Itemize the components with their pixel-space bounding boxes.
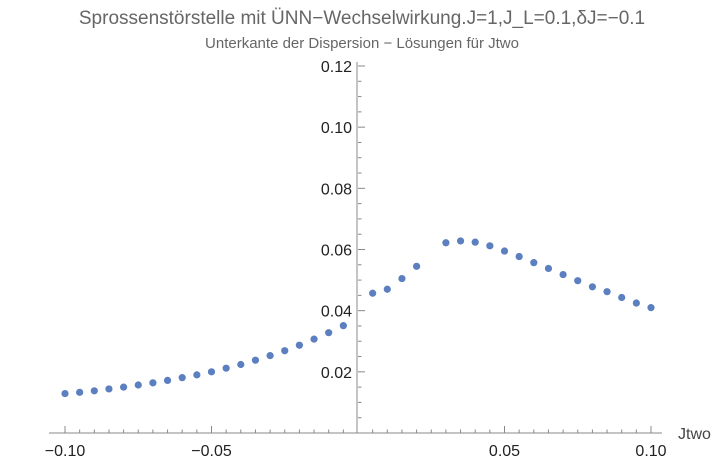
data-point [266, 352, 274, 360]
data-point [295, 341, 303, 349]
x-tick-label: −0.05 [191, 443, 232, 460]
data-point [134, 381, 142, 389]
data-point [500, 247, 509, 255]
data-point [442, 239, 450, 247]
y-tick-label: 0.06 [321, 243, 352, 260]
data-point [632, 299, 640, 307]
data-point [193, 371, 201, 379]
data-point [251, 356, 260, 364]
data-point [413, 262, 421, 270]
data-point [310, 335, 318, 343]
data-point [237, 360, 245, 369]
data-point [61, 389, 69, 398]
data-point [76, 388, 84, 396]
x-axis-label: Jtwo [678, 426, 711, 443]
data-point [618, 293, 626, 302]
data-point [163, 376, 172, 384]
data-point [90, 387, 98, 395]
data-point [398, 274, 406, 283]
data-point [544, 264, 553, 273]
y-tick-label: 0.10 [321, 120, 352, 137]
data-point [559, 270, 567, 279]
data-point [486, 242, 494, 250]
chart-title: Sprossenstörstelle mit ÜNN−Wechselwirkun… [79, 8, 645, 29]
data-point [574, 277, 582, 285]
data-point [222, 364, 230, 372]
data-point [339, 322, 347, 330]
x-tick-label: −0.10 [45, 443, 86, 460]
data-point [588, 283, 597, 291]
data-point [647, 304, 655, 312]
y-ticks: 0.02 0.04 0.06 0.08 0.10 0.12 [321, 59, 365, 419]
x-ticks: −0.10 −0.05 0.05 0.10 [45, 426, 667, 460]
data-point [178, 374, 186, 382]
data-point [515, 252, 523, 261]
y-tick-label: 0.08 [321, 181, 352, 198]
data-point [105, 385, 113, 393]
y-tick-label: 0.02 [321, 365, 352, 382]
data-point [120, 383, 128, 391]
data-point [383, 285, 391, 293]
data-point [325, 329, 333, 337]
data-point [281, 347, 289, 355]
x-tick-label: 0.05 [489, 443, 520, 460]
y-tick-label: 0.12 [321, 59, 352, 76]
data-point [207, 368, 216, 376]
data-point [471, 238, 479, 246]
chart-subtitle: Unterkante der Dispersion − Lösungen für… [205, 35, 519, 52]
data-points [61, 237, 655, 398]
data-point [530, 259, 538, 267]
data-point [149, 379, 157, 387]
x-tick-label: 0.10 [635, 443, 666, 460]
data-point [603, 288, 611, 296]
y-tick-label: 0.04 [321, 304, 352, 321]
data-point [456, 237, 465, 245]
data-point [369, 289, 377, 297]
